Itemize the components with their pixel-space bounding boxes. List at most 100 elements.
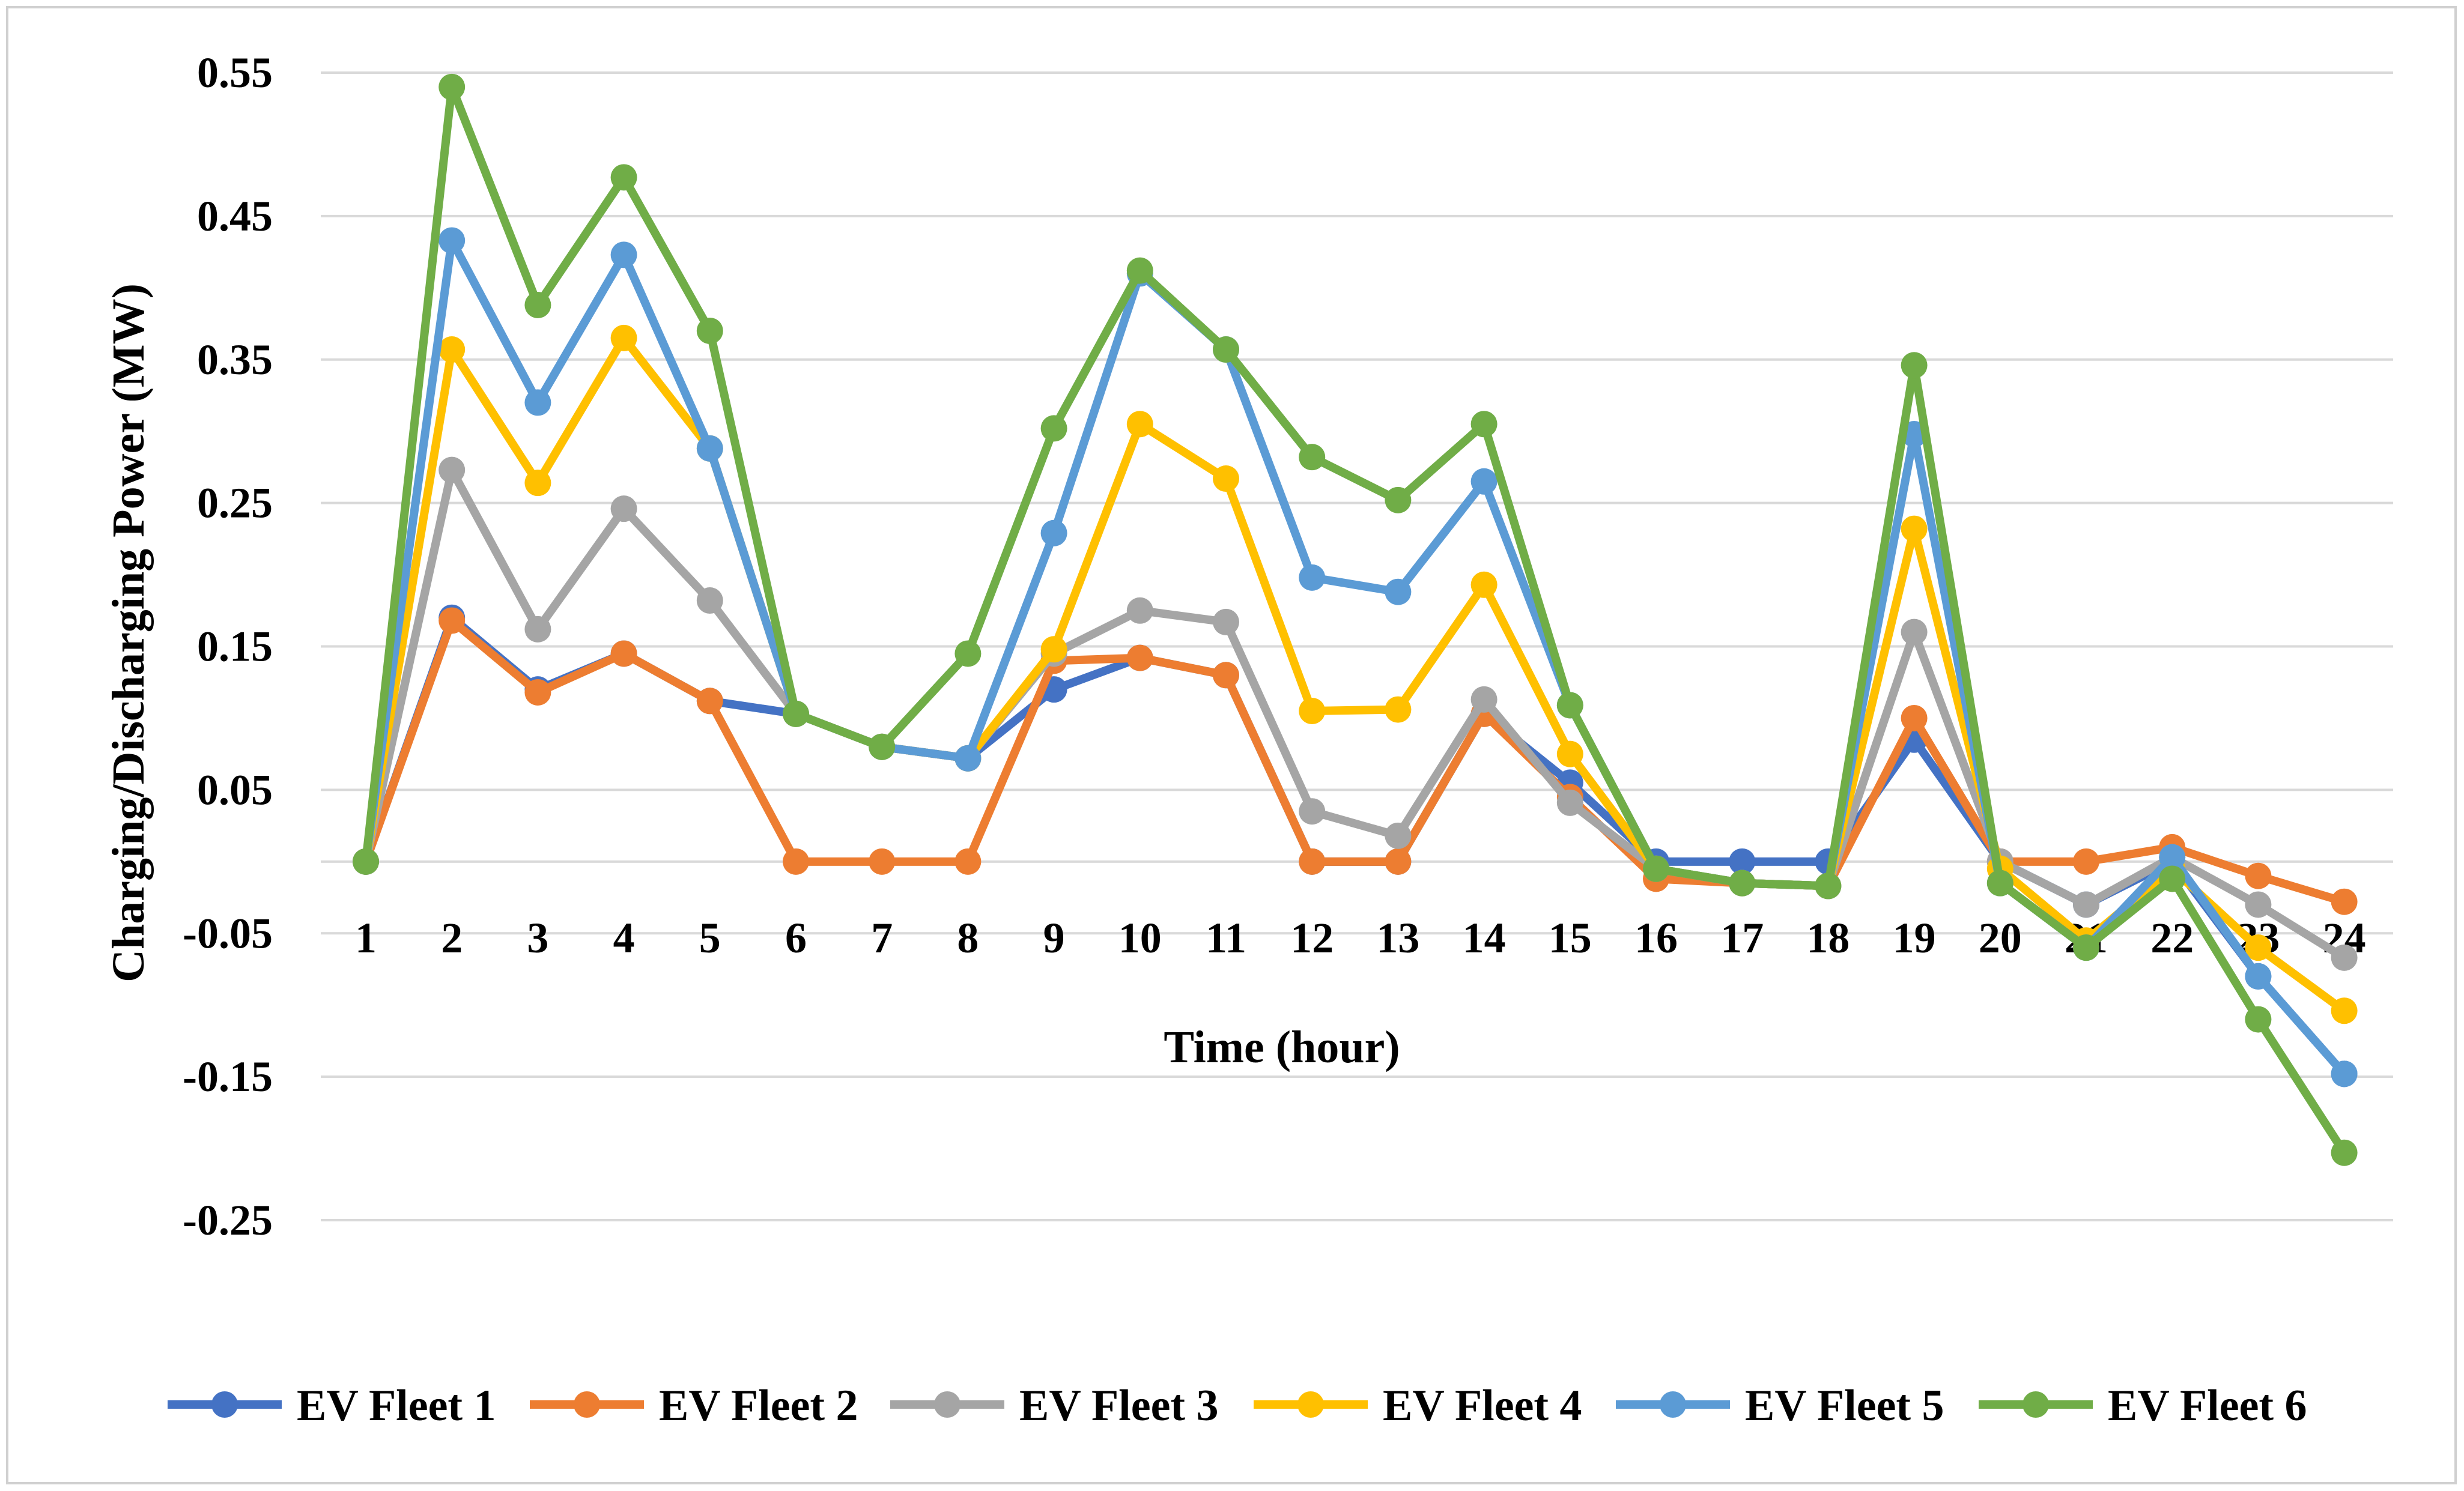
data-point xyxy=(1901,352,1928,379)
data-point xyxy=(524,470,551,497)
data-point xyxy=(438,336,466,363)
data-point xyxy=(1986,869,2013,897)
data-point xyxy=(2331,997,2358,1024)
data-point xyxy=(1901,515,1928,542)
legend-label: EV Fleet 3 xyxy=(1019,1381,1219,1430)
y-tick-label: -0.05 xyxy=(183,909,273,957)
data-point xyxy=(1729,869,1756,897)
data-point xyxy=(1815,873,1842,900)
x-tick-label: 16 xyxy=(1634,914,1678,962)
data-point xyxy=(869,733,896,760)
y-tick-label: -0.15 xyxy=(183,1053,273,1101)
x-tick-label: 20 xyxy=(1979,914,2022,962)
data-point xyxy=(696,587,723,614)
data-point xyxy=(2073,934,2099,961)
data-point xyxy=(2245,963,2272,990)
series-line xyxy=(362,236,2347,1077)
data-point xyxy=(1470,571,1498,598)
legend-label: EV Fleet 4 xyxy=(1383,1381,1582,1430)
data-point xyxy=(1299,798,1326,825)
x-tick-label: 14 xyxy=(1463,914,1506,962)
y-axis-ticks: 0.55 0.45 0.35 0.25 0.15 0.05 -0.05 -0.15 -0.25 xyxy=(183,49,273,1244)
legend-label: EV Fleet 6 xyxy=(2108,1381,2307,1430)
y-axis-title: Charging/Discharging Power (MW) xyxy=(103,283,154,982)
x-axis-title: Time (hour) xyxy=(1164,1022,1400,1072)
x-tick-label: 9 xyxy=(1043,914,1065,962)
y-tick-label: -0.25 xyxy=(183,1196,273,1244)
data-point xyxy=(353,848,379,875)
legend-swatch-marker xyxy=(211,1391,238,1418)
data-point xyxy=(610,640,637,667)
series-line xyxy=(362,613,2347,1077)
data-point xyxy=(524,615,551,643)
data-point xyxy=(1213,336,1239,363)
data-point xyxy=(1040,415,1067,442)
data-point xyxy=(1040,519,1067,546)
x-tick-label: 11 xyxy=(1206,914,1246,962)
x-tick-label: 12 xyxy=(1290,914,1334,962)
data-point xyxy=(1126,644,1153,671)
series-2 xyxy=(353,607,2358,915)
data-point xyxy=(2245,891,2272,918)
data-point xyxy=(438,227,466,254)
data-point xyxy=(783,848,809,875)
data-point xyxy=(1299,848,1326,875)
data-point xyxy=(2331,888,2358,915)
data-point xyxy=(1385,822,1412,849)
series-line xyxy=(362,616,2346,906)
series-5 xyxy=(353,227,2358,1087)
data-point xyxy=(1299,444,1326,471)
y-tick-label: 0.15 xyxy=(197,623,273,671)
legend-item: EV Fleet 6 xyxy=(1979,1381,2307,1430)
legend-label: EV Fleet 2 xyxy=(659,1381,858,1430)
legend-swatch-marker xyxy=(934,1391,960,1418)
legend-item: EV Fleet 2 xyxy=(530,1381,858,1430)
data-point xyxy=(1470,686,1498,713)
data-point xyxy=(1643,855,1669,882)
data-point xyxy=(1213,465,1239,492)
x-tick-label: 18 xyxy=(1806,914,1850,962)
legend-item: EV Fleet 5 xyxy=(1616,1381,1944,1430)
data-point xyxy=(1299,564,1326,591)
legend-swatch-marker xyxy=(574,1391,600,1418)
x-tick-label: 13 xyxy=(1376,914,1419,962)
data-point xyxy=(2331,1139,2358,1166)
data-point xyxy=(524,679,551,706)
legend-item: EV Fleet 1 xyxy=(168,1381,496,1430)
data-point xyxy=(1556,692,1583,719)
data-point xyxy=(610,324,637,351)
data-point xyxy=(869,848,896,875)
chart-frame: 0.55 0.45 0.35 0.25 0.15 0.05 -0.05 -0.15 -0.25 … xyxy=(6,6,2457,1484)
data-point xyxy=(954,848,982,875)
series-line xyxy=(362,82,2348,1155)
data-point xyxy=(1126,411,1153,438)
series-line xyxy=(362,465,2347,961)
data-point xyxy=(1556,789,1583,816)
data-point xyxy=(1126,597,1153,624)
data-point xyxy=(610,241,637,268)
legend-label: EV Fleet 1 xyxy=(297,1381,496,1430)
x-tick-label: 15 xyxy=(1549,914,1592,962)
x-tick-label: 17 xyxy=(1720,914,1764,962)
data-point xyxy=(2159,865,2186,892)
data-point xyxy=(1213,662,1239,689)
data-point xyxy=(524,389,551,416)
legend: EV Fleet 1 EV Fleet 2 EV Fleet 3 EV Fleet 4… xyxy=(168,1381,2307,1430)
legend-swatch-marker xyxy=(2022,1391,2049,1418)
data-point xyxy=(438,73,466,100)
data-point xyxy=(696,435,723,462)
y-tick-label: 0.35 xyxy=(197,336,273,384)
data-point xyxy=(1385,696,1412,723)
line-chart: 0.550.450.350.250.150.05-0.05-0.15-0.25 … xyxy=(103,49,2393,1430)
series-lines xyxy=(353,73,2358,1166)
legend-label: EV Fleet 5 xyxy=(1745,1381,1944,1430)
data-point xyxy=(2245,1006,2272,1033)
x-tick-label: 1 xyxy=(355,914,377,962)
data-point xyxy=(2073,891,2099,918)
x-axis-ticks: 123456789101112131415161718192021222324 xyxy=(355,914,2366,962)
data-point xyxy=(2245,934,2272,961)
series-line xyxy=(362,333,2347,1014)
legend-swatch-marker xyxy=(1297,1391,1324,1418)
data-point xyxy=(954,745,982,772)
x-tick-label: 6 xyxy=(785,914,807,962)
